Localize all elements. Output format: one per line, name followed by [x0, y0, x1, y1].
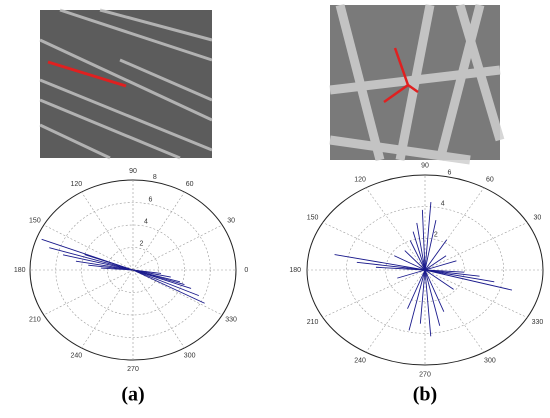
- angle-grid: [132, 191, 185, 271]
- angle-grid: [43, 269, 134, 316]
- sem-image-a: [39, 8, 213, 160]
- orientation-line: [424, 269, 495, 283]
- radial-grid: [385, 238, 465, 302]
- angle-tick-label: 0: [244, 267, 248, 274]
- orientation-line: [424, 220, 437, 271]
- r-tick-label: 2: [434, 232, 438, 239]
- orientation-line: [375, 266, 426, 271]
- r-tick-label: 8: [153, 174, 157, 181]
- orientation-line: [424, 269, 432, 337]
- orientation-line: [62, 254, 134, 271]
- angle-grid: [365, 187, 426, 271]
- orientation-line: [408, 269, 426, 331]
- orientation-line: [407, 269, 426, 309]
- angle-tick-label: 30: [227, 217, 235, 224]
- angle-tick-label: 210: [29, 316, 41, 323]
- orientation-line: [424, 269, 480, 277]
- angle-grid: [81, 191, 134, 271]
- orientation-line: [100, 267, 134, 271]
- angle-grid: [365, 269, 426, 353]
- angle-tick-label: 120: [354, 176, 366, 183]
- orientation-line: [356, 261, 426, 271]
- orientation-line: [424, 269, 513, 291]
- orientation-line: [424, 255, 447, 271]
- angle-grid: [132, 269, 185, 349]
- panel-caption: (a): [121, 384, 144, 406]
- orientation-line: [424, 239, 447, 271]
- orientation-line: [424, 269, 445, 312]
- angle-tick-label: 210: [307, 319, 319, 326]
- sem-image-b: [329, 3, 505, 165]
- angle-tick-label: 270: [127, 366, 139, 373]
- orientation-line: [132, 269, 200, 297]
- r-tick-label: 6: [148, 196, 152, 203]
- angle-tick-label: 120: [71, 181, 83, 188]
- angle-tick-label: 330: [225, 316, 237, 323]
- angle-tick-label: 150: [29, 217, 41, 224]
- radial-grid: [81, 224, 185, 316]
- r-tick-label: 6: [448, 169, 452, 176]
- angle-tick-label: 180: [289, 267, 301, 274]
- orientation-line: [412, 231, 426, 271]
- angle-grid: [424, 269, 528, 318]
- angle-tick-label: 240: [354, 357, 366, 364]
- angle-tick-label: 60: [186, 181, 194, 188]
- angle-grid: [424, 269, 485, 353]
- angle-tick-label: 150: [307, 215, 319, 222]
- orientation-line: [421, 209, 426, 271]
- angle-grid: [81, 269, 134, 349]
- panel-caption: (b): [413, 384, 437, 406]
- angle-tick-label: 300: [184, 353, 196, 360]
- orientation-line: [84, 254, 134, 271]
- angle-tick-label: 270: [419, 371, 431, 378]
- orientation-line: [404, 250, 426, 271]
- angle-tick-label: 90: [421, 162, 429, 169]
- orientation-line: [132, 269, 185, 286]
- angle-tick-label: 30: [534, 215, 542, 222]
- orientation-line: [409, 240, 426, 271]
- angle-grid: [424, 222, 528, 271]
- angle-tick-label: 300: [484, 357, 496, 364]
- radial-grid: [346, 206, 504, 334]
- orientation-line: [416, 222, 426, 271]
- angle-grid: [43, 224, 134, 271]
- orientation-line: [424, 269, 465, 273]
- orientation-line: [49, 247, 134, 271]
- angle-grid: [132, 269, 223, 316]
- angle-tick-label: 90: [129, 168, 137, 175]
- orientation-line: [394, 255, 426, 271]
- orientation-line: [419, 269, 426, 324]
- angle-grid: [322, 222, 426, 271]
- orientation-line: [397, 269, 426, 279]
- r-tick-label: 4: [144, 219, 148, 226]
- angle-grid: [322, 269, 426, 318]
- orientation-line: [132, 269, 205, 304]
- angle-tick-label: 60: [486, 176, 494, 183]
- orientation-line: [424, 269, 454, 290]
- angle-tick-label: 240: [71, 353, 83, 360]
- r-tick-label: 2: [140, 241, 144, 248]
- orientation-line: [424, 260, 457, 271]
- r-tick-label: 4: [441, 200, 445, 207]
- orientation-line: [424, 202, 432, 271]
- orientation-line: [334, 254, 426, 271]
- angle-tick-label: 330: [532, 319, 544, 326]
- angle-tick-label: 180: [14, 267, 26, 274]
- angle-grid: [132, 224, 223, 271]
- orientation-line: [132, 269, 162, 274]
- orientation-line: [424, 269, 441, 326]
